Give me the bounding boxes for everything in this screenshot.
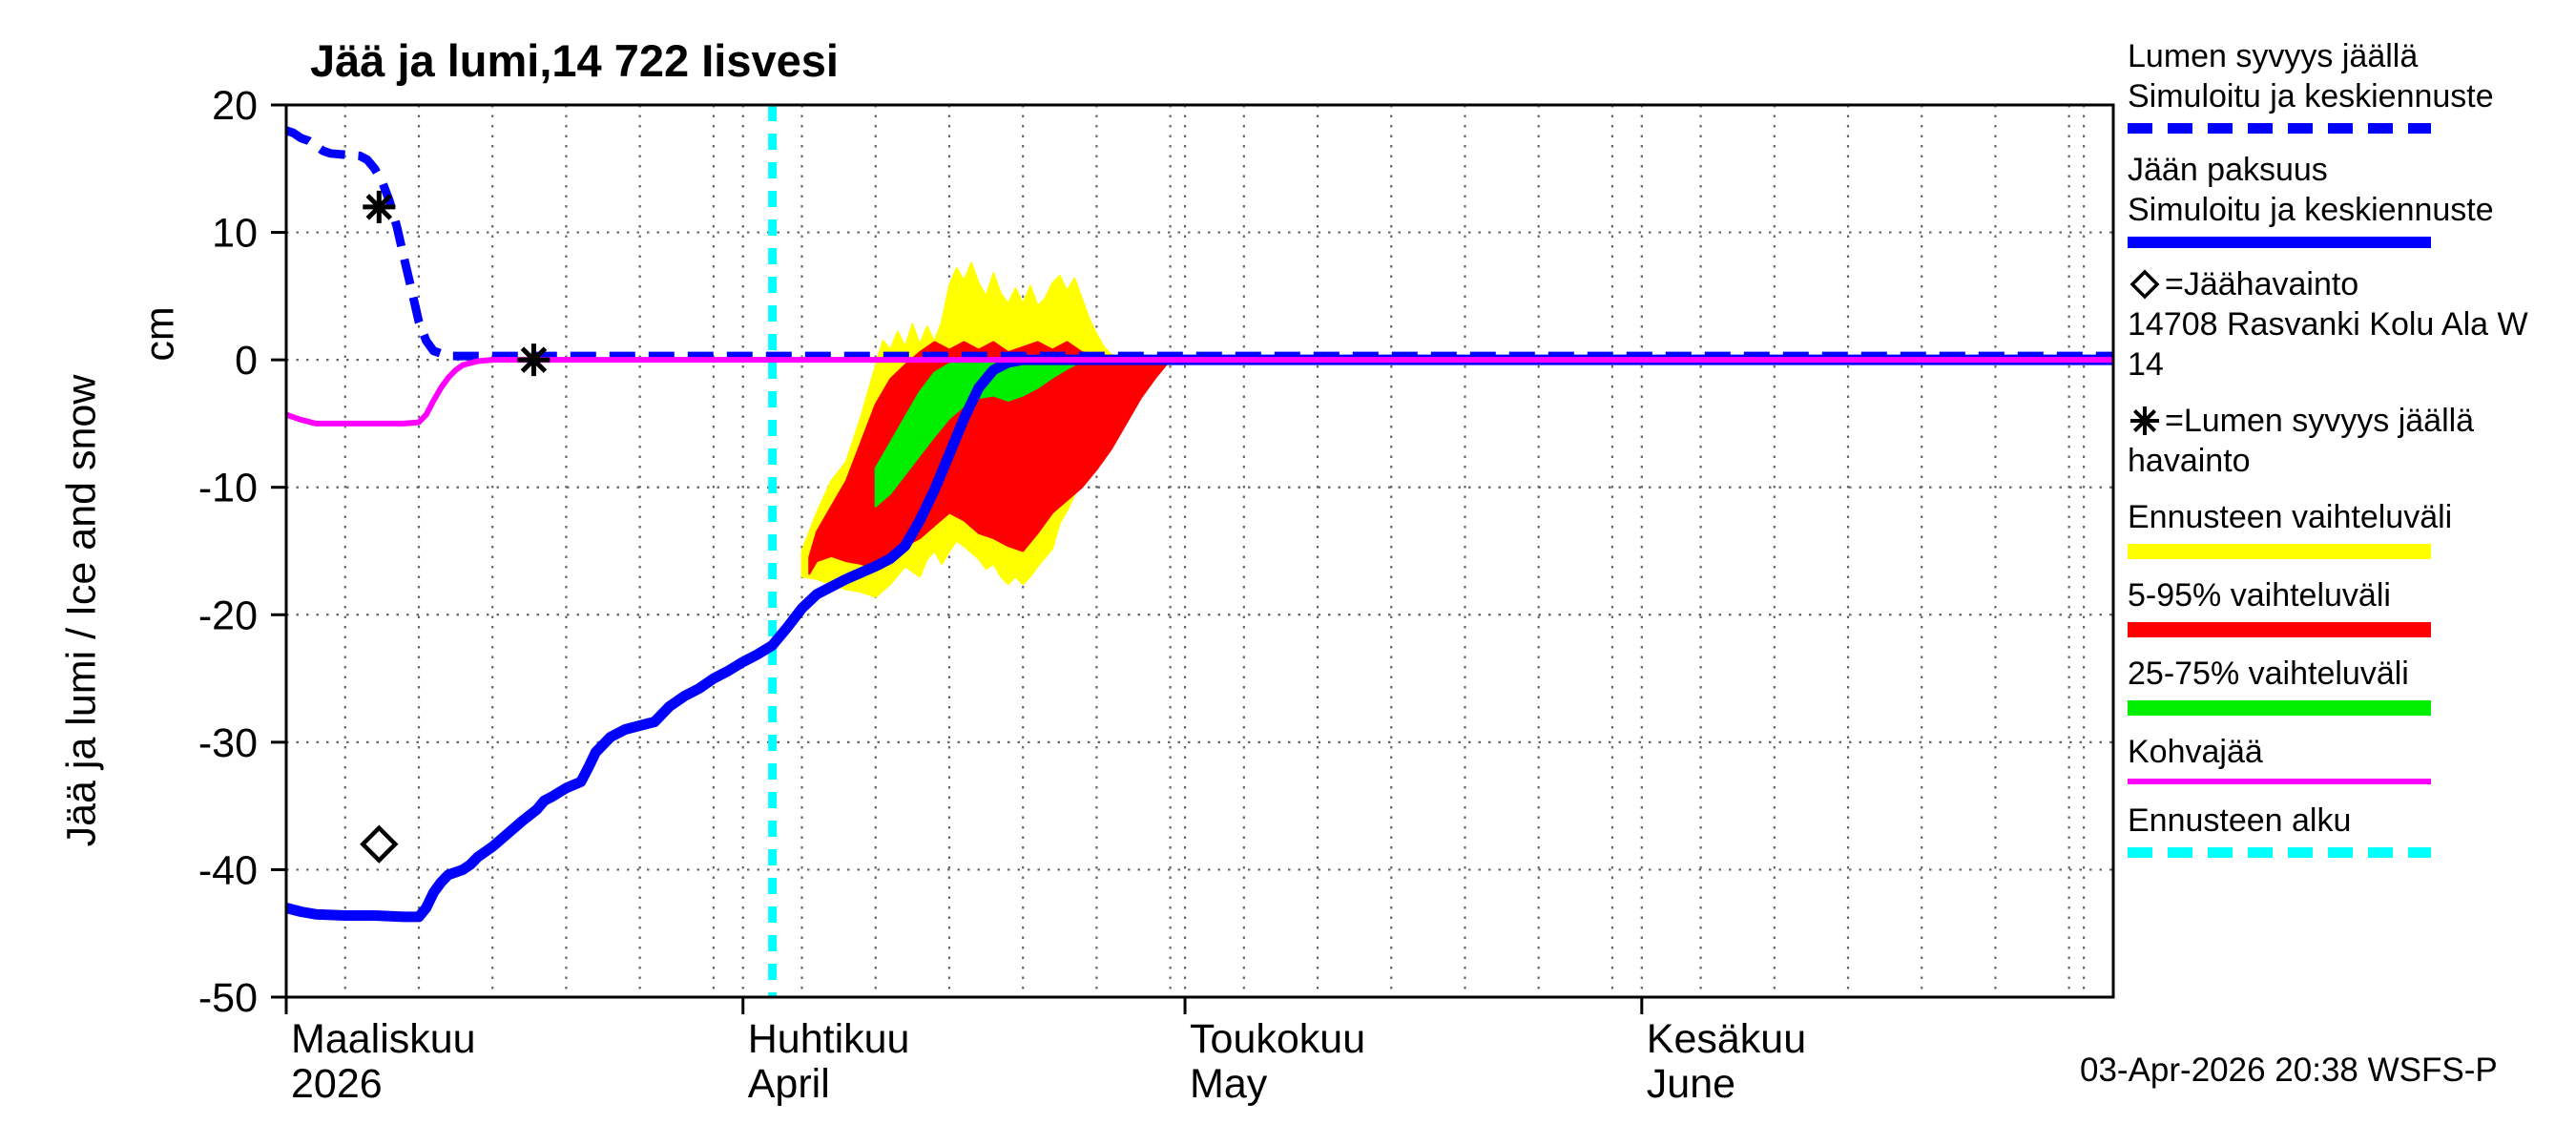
- legend-label: =Jäähavainto: [2165, 266, 2359, 302]
- legend-label: Simuloitu ja keskiennuste: [2128, 192, 2494, 228]
- legend-label: 25-75% vaihteluväli: [2128, 656, 2409, 692]
- diamond-marker-icon: [2128, 267, 2162, 302]
- legend-line-swatch: [2128, 779, 2431, 784]
- legend-label: Ennusteen vaihteluväli: [2128, 499, 2453, 535]
- legend-label: havainto: [2128, 443, 2251, 479]
- month-label-en: April: [748, 1061, 830, 1107]
- legend-label: Ennusteen alku: [2128, 802, 2352, 839]
- legend-item: Ennusteen alku: [2128, 801, 2576, 858]
- legend-text-line: havainto: [2128, 441, 2576, 481]
- band-25-75-vaihteluvali: [874, 360, 1083, 508]
- legend-item: =Jäähavainto 14708 Rasvanki Kolu Ala W 14: [2128, 264, 2576, 385]
- asterisk-marker-icon: [2128, 404, 2162, 438]
- legend-text-line: =Lumen syvyys jäällä: [2128, 401, 2576, 441]
- series-jaan-paksuus-simuloitu: [284, 354, 2113, 923]
- month-label-fi: Kesäkuu: [1647, 1016, 1806, 1062]
- y-tick-label: -40: [198, 847, 258, 893]
- month-label-en: 2026: [291, 1061, 383, 1107]
- legend-item: 25-75% vaihteluväli: [2128, 654, 2576, 716]
- legend-label: Jään paksuus: [2128, 152, 2328, 188]
- month-label-fi: Huhtikuu: [748, 1016, 910, 1062]
- y-axis-unit: cm: [136, 306, 183, 362]
- legend-dashed-line-swatch: [2128, 123, 2431, 134]
- legend-text-line: Kohvajää: [2128, 732, 2576, 772]
- y-tick-label: -10: [198, 466, 258, 511]
- legend-item: Jään paksuus Simuloitu ja keskiennuste: [2128, 150, 2576, 248]
- y-tick-label: -50: [198, 975, 258, 1021]
- legend-text-line: 25-75% vaihteluväli: [2128, 654, 2576, 694]
- y-tick-label: 10: [212, 211, 258, 257]
- legend-text-line: Simuloitu ja keskiennuste: [2128, 76, 2576, 116]
- legend-label: Kohvajää: [2128, 734, 2263, 770]
- legend-text-line: Simuloitu ja keskiennuste: [2128, 190, 2576, 230]
- legend-line-swatch: [2128, 700, 2431, 716]
- observation-diamond-marker: [360, 824, 399, 864]
- month-label-fi: Toukokuu: [1190, 1016, 1365, 1062]
- legend-text-line: Ennusteen vaihteluväli: [2128, 497, 2576, 537]
- legend-item: Lumen syvyys jäällä Simuloitu ja keskienn…: [2128, 36, 2576, 134]
- series-kohvajaa: [285, 357, 2113, 427]
- legend-text-line: Jään paksuus: [2128, 150, 2576, 190]
- legend-line-swatch: [2128, 237, 2431, 248]
- legend-text-line: 5-95% vaihteluväli: [2128, 575, 2576, 615]
- legend-line-swatch: [2128, 622, 2431, 637]
- y-tick-label: 20: [212, 83, 258, 129]
- legend: Lumen syvyys jäällä Simuloitu ja keskienn…: [2128, 36, 2576, 874]
- observation-asterisk-marker: [517, 344, 551, 377]
- month-label-en: May: [1190, 1061, 1268, 1107]
- legend-text-line: Ennusteen alku: [2128, 801, 2576, 841]
- y-tick-label: 0: [235, 338, 258, 384]
- legend-dashed-line-swatch: [2128, 847, 2431, 858]
- legend-label: Simuloitu ja keskiennuste: [2128, 78, 2494, 114]
- plot-frame: [284, 103, 2115, 999]
- observation-asterisk-marker: [363, 190, 396, 223]
- series-lumen-syvyys-jaalla-simuloitu: [284, 126, 2113, 361]
- legend-text-line: Lumen syvyys jäällä: [2128, 36, 2576, 76]
- legend-text-line: =Jäähavainto: [2128, 264, 2576, 304]
- legend-item: Ennusteen vaihteluväli: [2128, 497, 2576, 559]
- legend-text-line: 14708 Rasvanki Kolu Ala W: [2128, 304, 2576, 344]
- legend-item: 5-95% vaihteluväli: [2128, 575, 2576, 637]
- y-tick-label: -30: [198, 720, 258, 766]
- legend-label: =Lumen syvyys jäällä: [2165, 403, 2475, 439]
- legend-text-line: 14: [2128, 344, 2576, 385]
- legend-label: 5-95% vaihteluväli: [2128, 577, 2391, 614]
- month-label-en: June: [1647, 1061, 1735, 1107]
- legend-label: 14708 Rasvanki Kolu Ala W: [2128, 306, 2528, 343]
- y-axis-label: Jää ja lumi / Ice and snow: [58, 374, 105, 847]
- y-tick-label: -20: [198, 593, 258, 638]
- timestamp: 03-Apr-2026 20:38 WSFS-P: [2080, 1051, 2498, 1089]
- legend-label: Lumen syvyys jäällä: [2128, 38, 2419, 74]
- legend-label: 14: [2128, 346, 2164, 383]
- chart-title: Jää ja lumi,14 722 Iisvesi: [310, 35, 839, 86]
- legend-item: =Lumen syvyys jäällä havainto: [2128, 401, 2576, 481]
- legend-line-swatch: [2128, 544, 2431, 559]
- legend-item: Kohvajää: [2128, 732, 2576, 784]
- month-label-fi: Maaliskuu: [291, 1016, 476, 1062]
